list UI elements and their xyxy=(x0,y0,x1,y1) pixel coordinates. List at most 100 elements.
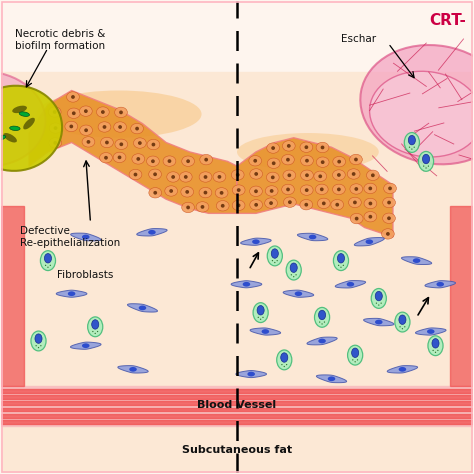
Ellipse shape xyxy=(427,329,435,334)
Polygon shape xyxy=(335,281,365,288)
Ellipse shape xyxy=(53,110,56,114)
Ellipse shape xyxy=(88,317,103,337)
Bar xyxy=(0,389,474,393)
Ellipse shape xyxy=(231,170,244,180)
Ellipse shape xyxy=(295,274,297,275)
Ellipse shape xyxy=(305,188,309,192)
Ellipse shape xyxy=(250,169,263,179)
Ellipse shape xyxy=(129,367,137,372)
Ellipse shape xyxy=(437,282,444,287)
Ellipse shape xyxy=(204,175,208,179)
Ellipse shape xyxy=(290,263,297,273)
Ellipse shape xyxy=(286,364,287,365)
Ellipse shape xyxy=(337,188,341,191)
Ellipse shape xyxy=(94,333,96,334)
Ellipse shape xyxy=(260,319,261,320)
Polygon shape xyxy=(416,328,446,335)
Ellipse shape xyxy=(215,188,228,198)
Ellipse shape xyxy=(335,203,339,207)
Bar xyxy=(0,386,474,426)
Ellipse shape xyxy=(319,321,320,323)
Ellipse shape xyxy=(264,198,277,208)
Ellipse shape xyxy=(0,135,6,140)
Ellipse shape xyxy=(47,266,49,268)
Ellipse shape xyxy=(35,334,42,343)
Ellipse shape xyxy=(277,350,292,370)
Ellipse shape xyxy=(370,71,474,157)
Ellipse shape xyxy=(181,187,193,197)
Ellipse shape xyxy=(219,191,223,195)
Ellipse shape xyxy=(371,173,375,177)
Ellipse shape xyxy=(255,172,258,176)
Polygon shape xyxy=(71,342,101,349)
Ellipse shape xyxy=(283,141,295,151)
Ellipse shape xyxy=(360,45,474,164)
Polygon shape xyxy=(297,233,328,241)
Ellipse shape xyxy=(69,125,73,128)
Polygon shape xyxy=(250,328,281,335)
Polygon shape xyxy=(137,228,167,236)
Polygon shape xyxy=(118,365,148,373)
Ellipse shape xyxy=(237,203,240,207)
Ellipse shape xyxy=(201,205,204,209)
Bar xyxy=(0,426,474,474)
Ellipse shape xyxy=(132,154,145,164)
Bar xyxy=(0,408,474,411)
Ellipse shape xyxy=(182,156,194,166)
Ellipse shape xyxy=(237,188,241,192)
Ellipse shape xyxy=(257,317,259,318)
Ellipse shape xyxy=(287,173,291,177)
Ellipse shape xyxy=(375,292,383,301)
Ellipse shape xyxy=(115,139,128,149)
Polygon shape xyxy=(71,233,101,241)
Ellipse shape xyxy=(413,258,420,263)
Ellipse shape xyxy=(288,201,292,204)
Text: Eschar: Eschar xyxy=(341,34,376,44)
Ellipse shape xyxy=(199,187,212,198)
Ellipse shape xyxy=(304,146,308,149)
Ellipse shape xyxy=(353,201,357,204)
Bar xyxy=(450,206,474,386)
Ellipse shape xyxy=(213,172,226,182)
Ellipse shape xyxy=(281,353,288,362)
Ellipse shape xyxy=(364,211,377,222)
Ellipse shape xyxy=(411,148,412,150)
Polygon shape xyxy=(241,238,271,246)
Ellipse shape xyxy=(388,186,392,190)
Ellipse shape xyxy=(131,123,144,134)
Ellipse shape xyxy=(137,157,140,161)
Ellipse shape xyxy=(422,155,429,164)
Ellipse shape xyxy=(114,122,127,132)
Ellipse shape xyxy=(368,187,372,191)
Ellipse shape xyxy=(184,175,188,179)
Polygon shape xyxy=(364,319,394,326)
Polygon shape xyxy=(29,91,237,213)
Ellipse shape xyxy=(40,345,42,346)
Ellipse shape xyxy=(199,172,212,182)
Ellipse shape xyxy=(332,184,345,195)
Ellipse shape xyxy=(305,159,309,163)
Ellipse shape xyxy=(386,232,390,236)
Ellipse shape xyxy=(92,331,93,332)
Ellipse shape xyxy=(408,136,415,145)
Polygon shape xyxy=(236,371,266,378)
Ellipse shape xyxy=(254,203,258,207)
Ellipse shape xyxy=(338,264,339,266)
Ellipse shape xyxy=(368,201,372,205)
Polygon shape xyxy=(237,138,393,237)
Ellipse shape xyxy=(129,169,142,180)
Ellipse shape xyxy=(318,338,326,343)
Polygon shape xyxy=(401,257,432,264)
Ellipse shape xyxy=(368,215,372,219)
Ellipse shape xyxy=(404,133,419,153)
Ellipse shape xyxy=(375,319,383,324)
Ellipse shape xyxy=(149,188,162,198)
Ellipse shape xyxy=(23,118,35,129)
Ellipse shape xyxy=(352,172,356,176)
Ellipse shape xyxy=(283,366,285,367)
Ellipse shape xyxy=(365,239,373,244)
Ellipse shape xyxy=(134,138,146,148)
Ellipse shape xyxy=(147,139,160,150)
Ellipse shape xyxy=(216,201,229,211)
Ellipse shape xyxy=(364,183,377,193)
